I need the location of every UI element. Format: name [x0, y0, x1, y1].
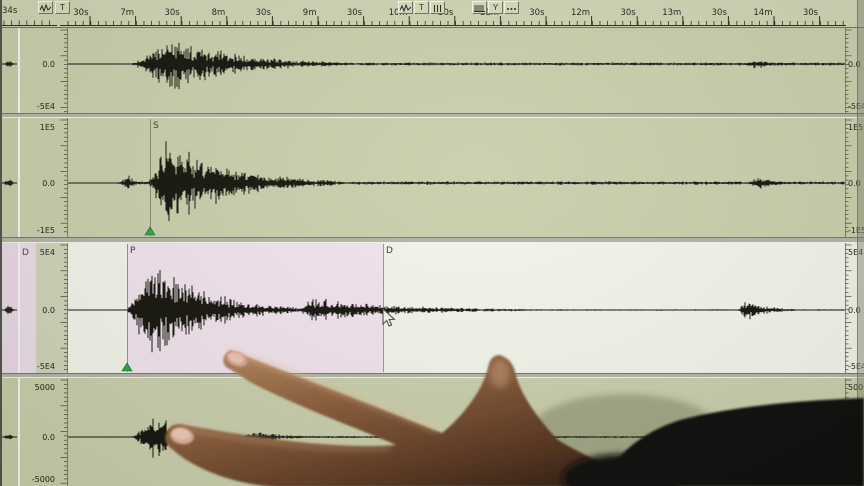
phase-marker-label: D	[386, 246, 393, 256]
dots-icon	[507, 7, 516, 10]
marker-label-zone	[20, 378, 36, 486]
amplitude-scale-gutter	[36, 243, 68, 373]
trace-panel-3[interactable]: 5E4 0.0 -5E4 5E4 0.0 -5E4 D P D	[0, 243, 864, 373]
pick-flag-icon[interactable]	[121, 362, 133, 372]
svg-text:0.0: 0.0	[42, 179, 55, 188]
panel-separator[interactable]	[0, 237, 864, 243]
svg-text:34s: 34s	[2, 6, 18, 16]
bars-icon	[434, 4, 441, 12]
svg-text:30s: 30s	[529, 8, 545, 18]
svg-text:1E5: 1E5	[848, 123, 863, 132]
seismogram-waveform	[68, 42, 845, 90]
svg-text:9m: 9m	[303, 8, 317, 18]
svg-text:5000: 5000	[35, 383, 55, 392]
marker-label-zone	[20, 243, 36, 373]
svg-text:1E5: 1E5	[40, 123, 55, 132]
trace-tool-button[interactable]	[38, 1, 53, 14]
trace-panel-2[interactable]: 1E5 0.0 -1E5 1E5 0.0 -1E5 S	[0, 118, 864, 237]
right-scale-gutter	[845, 118, 864, 237]
svg-text:0.0: 0.0	[42, 306, 55, 315]
svg-text:0.0: 0.0	[42, 433, 55, 442]
time-ruler-ticks: 34s30s7m30s8m30s9m30s10m30s11m30s12m30s1…	[2, 6, 846, 26]
filter-bars-button[interactable]	[430, 1, 445, 14]
trace-panel-2-plot[interactable]: 1E5 0.0 -1E5 1E5 0.0 -1E5 S	[0, 118, 864, 237]
trace-panel-3-plot[interactable]: 5E4 0.0 -5E4 5E4 0.0 -5E4 D P D	[0, 243, 864, 373]
strip-divider	[18, 28, 20, 113]
panel-separator[interactable]	[0, 373, 864, 378]
right-scale-gutter	[845, 243, 864, 373]
pick-flag-icon[interactable]	[144, 226, 156, 236]
seismogram-waveform	[68, 418, 845, 458]
svg-text:-5E4: -5E4	[37, 102, 55, 111]
svg-text:-1E5: -1E5	[848, 226, 864, 235]
svg-text:7m: 7m	[120, 8, 134, 18]
svg-text:30s: 30s	[256, 8, 272, 18]
amplitude-scale-gutter	[36, 28, 68, 113]
svg-text:0.0: 0.0	[848, 179, 861, 188]
svg-text:12m: 12m	[571, 8, 590, 18]
marker-label-zone	[20, 28, 36, 113]
svg-text:-5E4: -5E4	[37, 362, 55, 371]
svg-text:5000: 5000	[848, 383, 864, 392]
text-mode-button[interactable]: T	[414, 1, 429, 14]
svg-text:-1E5: -1E5	[37, 226, 55, 235]
more-options-button[interactable]	[504, 1, 519, 14]
waveform-icon	[40, 3, 51, 12]
trace-panel-1[interactable]: 0.0 -5E4 0.0 -5E4	[0, 28, 864, 113]
svg-text:30s: 30s	[164, 8, 180, 18]
svg-text:8m: 8m	[212, 8, 226, 18]
time-ruler[interactable]: 34s30s7m30s8m30s9m30s10m30s11m30s12m30s1…	[0, 0, 864, 28]
svg-text:30s: 30s	[73, 8, 89, 18]
svg-text:30s: 30s	[347, 8, 363, 18]
svg-text:30s: 30s	[438, 8, 454, 18]
phase-marker-label: P	[130, 246, 136, 256]
svg-text:14m: 14m	[753, 8, 772, 18]
comb-icon	[474, 4, 485, 12]
strip-phase-label: D	[22, 248, 29, 258]
seismogram-waveform	[68, 270, 845, 353]
svg-text:0.0: 0.0	[42, 60, 55, 69]
marker-label-zone	[20, 118, 36, 237]
trace-panel-1-plot[interactable]: 0.0 -5E4 0.0 -5E4	[0, 28, 864, 113]
svg-text:30s: 30s	[620, 8, 636, 18]
window-right-edge	[857, 0, 864, 486]
phase-marker-label: S	[153, 121, 159, 131]
svg-text:-5E4: -5E4	[848, 362, 864, 371]
comb-scale-button[interactable]	[472, 1, 487, 14]
mini-trace-strip	[2, 378, 18, 486]
panel-separator[interactable]	[0, 113, 864, 118]
svg-text:-5000: -5000	[32, 475, 55, 484]
svg-text:0.0: 0.0	[848, 306, 861, 315]
time-tool-button[interactable]: T	[55, 1, 70, 14]
strip-divider	[18, 118, 20, 237]
svg-text:0.0: 0.0	[848, 60, 861, 69]
y-axis-button[interactable]: Y	[488, 1, 503, 14]
svg-text:30s: 30s	[712, 8, 728, 18]
amplitude-scale-gutter	[36, 118, 68, 237]
svg-text:30s: 30s	[803, 8, 819, 18]
amplitude-scale-gutter	[36, 378, 68, 486]
strip-divider	[18, 378, 20, 486]
window-left-edge	[0, 0, 2, 486]
strip-divider	[18, 243, 20, 373]
mini-trace-strip	[2, 118, 18, 237]
svg-text:-5E4: -5E4	[848, 102, 864, 111]
trace-mode-button[interactable]	[398, 1, 413, 14]
seismogram-waveform	[68, 141, 845, 222]
svg-text:13m: 13m	[662, 8, 681, 18]
right-scale-gutter	[845, 28, 864, 113]
svg-text:5E4: 5E4	[40, 248, 55, 257]
waveform-icon	[400, 3, 411, 12]
svg-text:5E4: 5E4	[848, 248, 863, 257]
mini-trace-strip	[2, 28, 18, 113]
